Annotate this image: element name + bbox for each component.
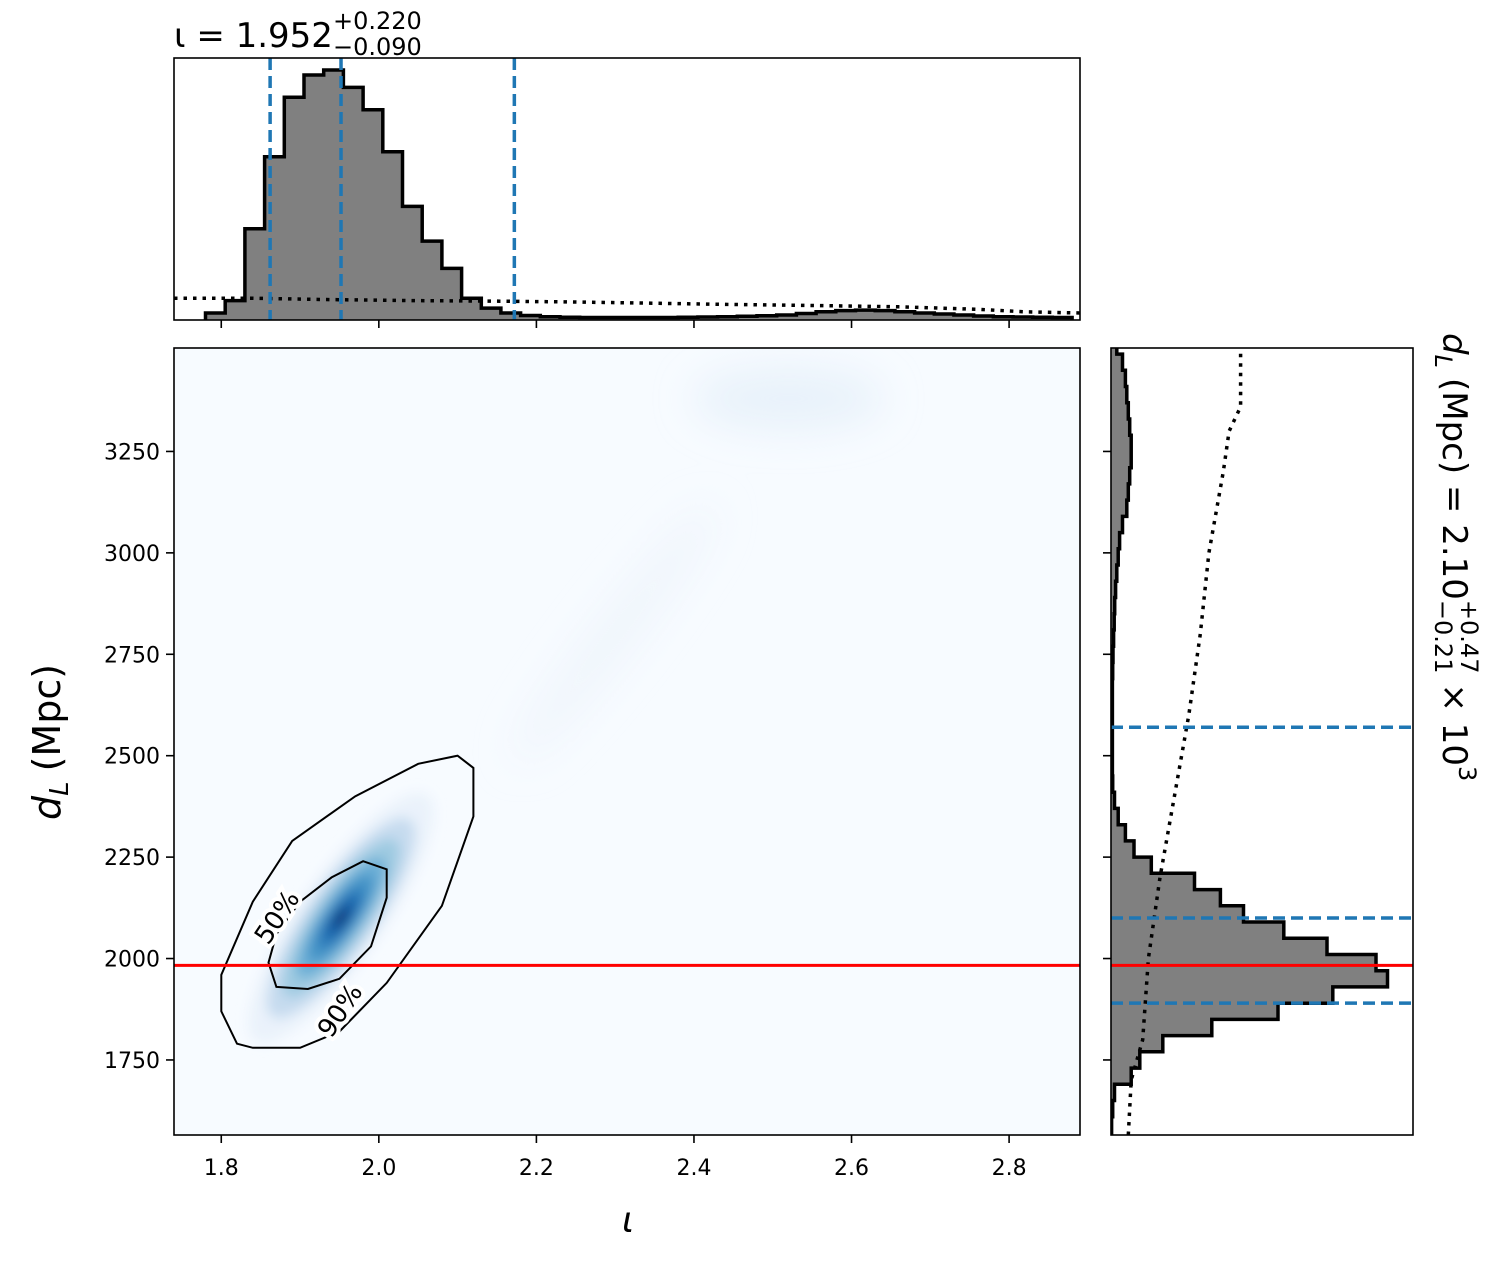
joint-frame [173,347,1081,1136]
y-axis-label: dL (Mpc) [25,664,75,820]
y-marginal-frame [1110,347,1414,1136]
y-title-sup: +0.47 [1455,600,1483,674]
x-marginal-frame [173,57,1081,321]
joint-x-tick-label: 2.0 [361,1156,396,1181]
y-marginal-panel: dL (Mpc) = 2.10+0.47−0.21 × 103 [1103,333,1483,1136]
y-title-sub: −0.21 [1429,600,1457,674]
joint-y-tick-label: 2250 [104,846,160,871]
y-title-exp: 3 [1453,766,1481,781]
joint-x-ticks: 1.8 2.0 2.2 2.4 2.6 2.8 [204,1135,1027,1181]
density-secondary-group [515,368,884,761]
contour-90pct [220,754,475,1049]
joint-x-tick-label: 2.2 [519,1156,554,1181]
density-secondary-mode [693,368,884,429]
joint-background [174,348,1080,1135]
x-title-sub: −0.090 [333,33,422,61]
x-axis-label: ι [622,1200,634,1241]
density-heatmap [248,368,884,1044]
x-marginal-histogram-outline [203,68,1074,320]
contour-50pct [267,860,388,991]
joint-y-tick-label: 1750 [104,1049,160,1074]
density-ridge [515,507,715,761]
density-level-7 [334,910,348,926]
y-marginal-histogram-fill [1111,348,1388,1133]
x-marginal-quantile-lines [268,58,517,320]
y-label-unit: (Mpc) [25,664,69,771]
y-title-d: d [1434,333,1474,355]
x-title-value: ι = 1.952 [174,16,333,56]
joint-y-tick-label: 2750 [104,643,160,668]
x-title-sup: +0.220 [333,7,422,35]
joint-x-tick-label: 2.6 [834,1156,869,1181]
density-core-group [248,792,434,1044]
y-label-d: d [25,795,69,820]
joint-x-tick-label: 1.8 [204,1156,239,1181]
joint-y-tick-label: 2000 [104,948,160,973]
joint-y-ticks: 1750 2000 2250 2500 2750 3000 3250 [104,440,174,1074]
joint-x-tick-label: 2.8 [992,1156,1027,1181]
y-marginal-prior-curve [1126,350,1243,1135]
x-marginal-title: ι = 1.952+0.220 −0.090 [174,7,422,61]
x-marginal-panel: ι = 1.952+0.220 −0.090 [173,7,1081,328]
joint-panel: 50%90% 1.8 2.0 2.2 2.4 2.6 2.8 17502000225025… [25,347,1081,1241]
y-marginal-quantile-lines [1111,725,1413,1005]
y-label-sub: L [45,781,75,796]
joint-y-tick-label: 3000 [104,542,160,567]
y-marginal-title: dL (Mpc) = 2.10+0.47−0.21 × 103 [1429,333,1483,781]
x-marginal-histogram-fill [205,70,1073,320]
joint-y-tick-label: 2500 [104,745,160,770]
x-marginal-ticks [220,320,1010,328]
y-marginal-histogram-outline [1111,348,1390,1135]
y-title-dsub: L [1429,355,1457,368]
joint-y-tick-label: 3250 [104,440,160,465]
y-title-middle: (Mpc) = 2.10 [1434,378,1474,600]
y-title-times: × 10 [1434,683,1474,766]
joint-x-tick-label: 2.4 [676,1156,711,1181]
y-marginal-ticks [1103,450,1111,1061]
